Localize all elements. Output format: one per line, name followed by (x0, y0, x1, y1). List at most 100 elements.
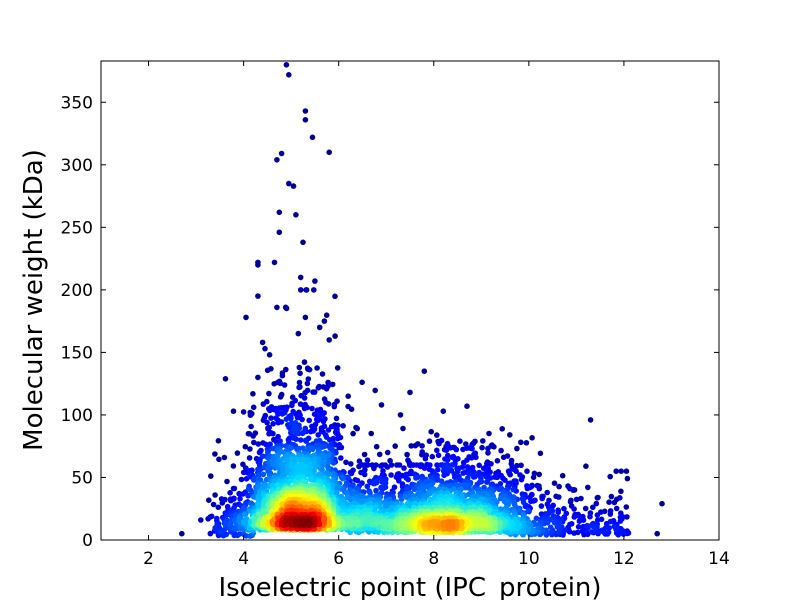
scatter-point (479, 444, 485, 451)
scatter-point (333, 415, 340, 422)
scatter-point (336, 444, 342, 451)
scatter-point (556, 483, 562, 490)
scatter-point (276, 229, 283, 236)
scatter-point (530, 498, 537, 504)
scatter-point (388, 505, 395, 511)
scatter-point (593, 529, 599, 535)
scatter-point (296, 384, 302, 391)
scatter-point (524, 468, 530, 475)
scatter-point (319, 371, 326, 377)
scatter-point (400, 425, 406, 432)
scatter-point (296, 364, 303, 371)
scatter-point (316, 383, 323, 390)
scatter-point (210, 501, 217, 508)
scatter-point (301, 395, 308, 401)
scatter-point (269, 521, 276, 527)
plot-area (101, 61, 719, 540)
scatter-point (436, 440, 442, 447)
scatter-point (427, 462, 433, 468)
scatter-point (562, 527, 569, 533)
scatter-point (374, 520, 380, 526)
scatter-point (392, 443, 399, 449)
scatter-point (329, 381, 336, 388)
scatter-point (286, 478, 293, 485)
scatter-point (471, 474, 478, 480)
scatter-point (297, 401, 304, 407)
scatter-point (464, 403, 470, 410)
scatter-point (332, 333, 338, 339)
scatter-point (266, 390, 272, 397)
scatter-point (289, 402, 295, 409)
scatter-point (237, 495, 243, 502)
scatter-point (228, 497, 234, 504)
scatter-point (518, 476, 525, 483)
scatter-point (659, 500, 665, 507)
scatter-point (250, 391, 256, 397)
scatter-point (256, 467, 262, 473)
scatter-point (445, 522, 451, 528)
scatter-point (381, 478, 388, 485)
scatter-point (412, 442, 419, 449)
scatter-point (617, 518, 624, 524)
scatter-point (247, 446, 253, 452)
scatter-point (334, 435, 341, 442)
scatter-point (301, 405, 308, 412)
scatter-point (607, 508, 614, 514)
scatter-point (463, 484, 469, 491)
scatter-point (544, 489, 550, 496)
scatter-point (286, 180, 292, 187)
scatter-point (480, 438, 486, 444)
scatter-point (624, 514, 630, 520)
scatter-point (281, 382, 288, 388)
scatter-point (498, 447, 504, 454)
scatter-point (276, 209, 283, 216)
scatter-point (296, 379, 303, 386)
scatter-point (237, 531, 243, 537)
scatter-point (397, 412, 404, 418)
scatter-point (350, 430, 356, 437)
scatter-point (259, 339, 266, 346)
scatter-point (503, 500, 510, 507)
scatter-point (335, 431, 341, 438)
scatter-point (279, 411, 286, 417)
scatter-point (358, 493, 365, 499)
scatter-point (334, 489, 340, 496)
scatter-point (486, 430, 492, 437)
scatter-point (361, 508, 367, 515)
scatter-point (206, 497, 212, 504)
scatter-point (279, 372, 286, 379)
scatter-point (511, 500, 517, 506)
scatter-point (606, 525, 612, 531)
scatter-point (600, 527, 607, 533)
scatter-point (198, 517, 204, 523)
scatter-point (255, 259, 261, 266)
scatter-point (518, 439, 524, 446)
scatter-point (593, 500, 600, 507)
scatter-point (224, 478, 230, 485)
scatter-point (434, 432, 440, 438)
scatter-point (303, 438, 310, 445)
scatter-point (654, 530, 660, 537)
scatter-point (476, 486, 482, 492)
scatter-point (553, 493, 559, 500)
scatter-point (222, 496, 228, 503)
scatter-point (510, 486, 517, 493)
scatter-point (320, 384, 327, 390)
scatter-point (242, 443, 249, 450)
scatter-point (551, 519, 558, 526)
scatter-point (359, 379, 365, 386)
scatter-point (256, 471, 263, 478)
scatter-point (434, 447, 440, 454)
scatter-point (524, 485, 531, 492)
scatter-point (356, 463, 362, 470)
scatter-point (332, 293, 338, 300)
scatter-point (530, 529, 537, 535)
scatter-point (323, 434, 330, 440)
scatter-point (384, 521, 390, 527)
scatter-point (507, 471, 513, 478)
scatter-point (301, 429, 307, 435)
scatter-point (405, 476, 412, 483)
scatter-point (274, 452, 281, 459)
scatter-point (408, 443, 415, 449)
